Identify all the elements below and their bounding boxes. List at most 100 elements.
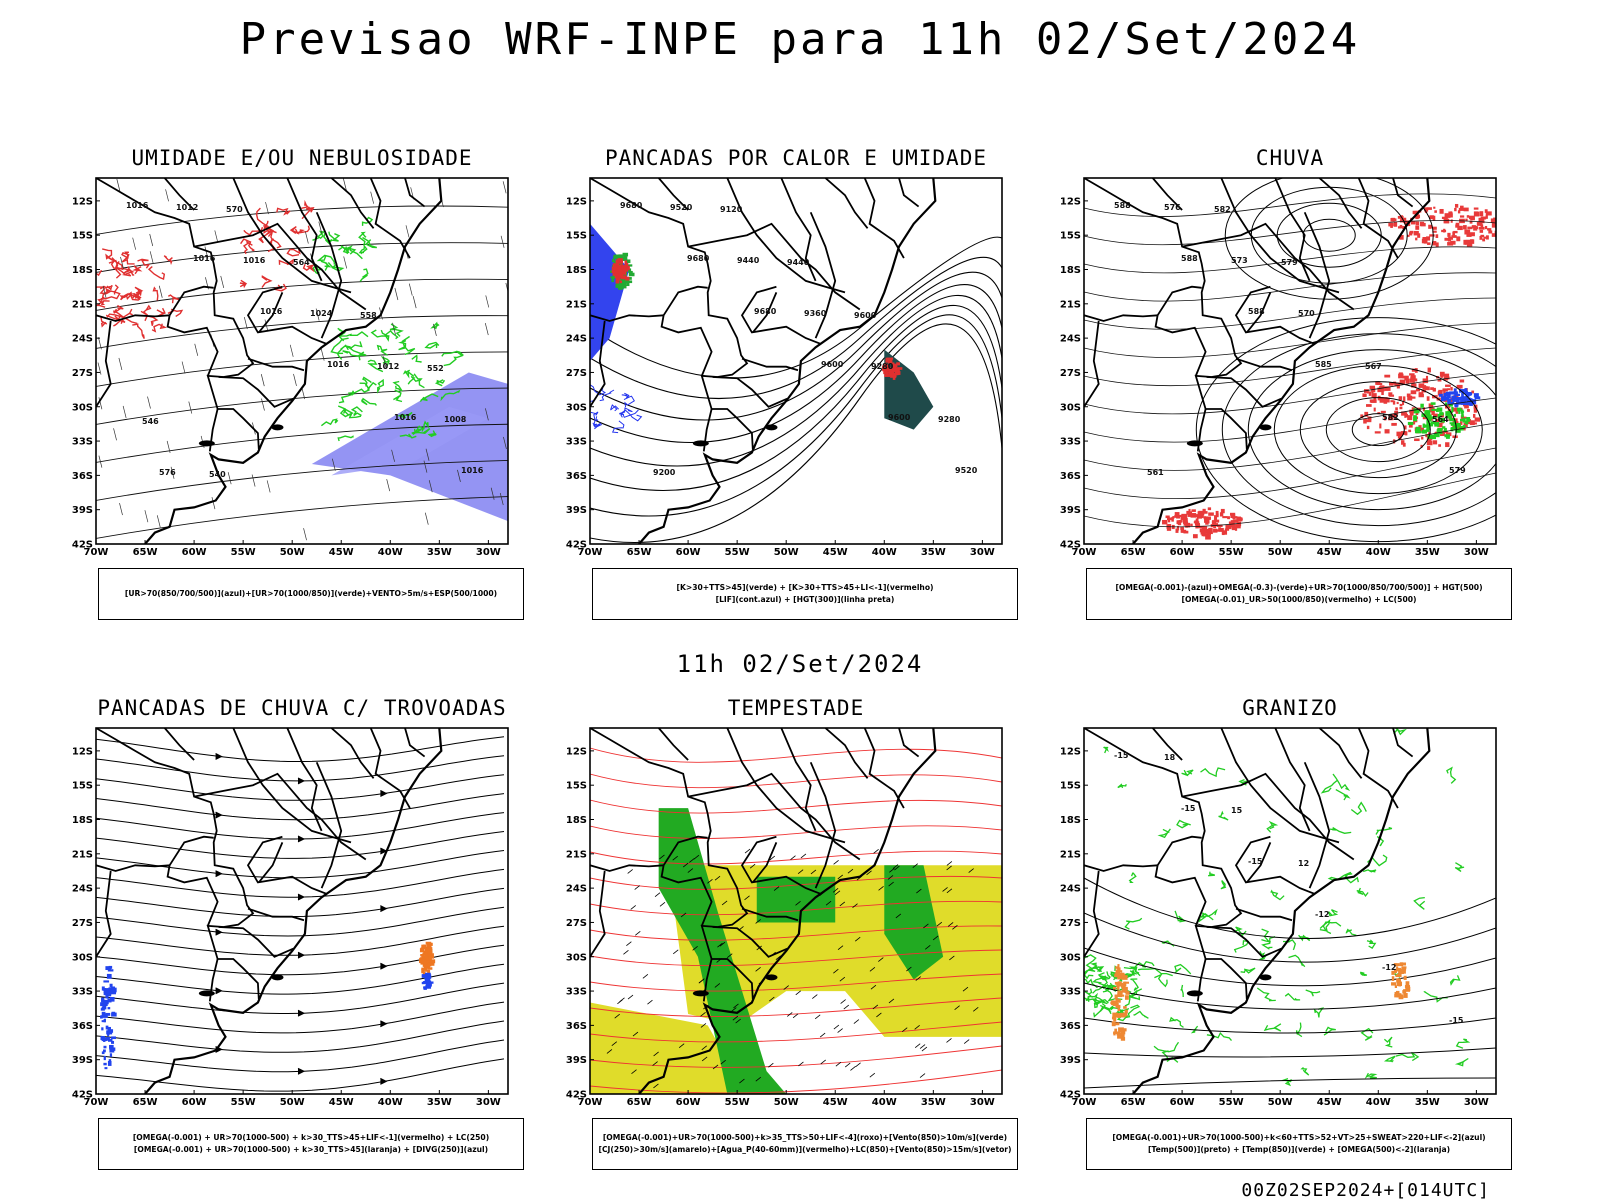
lat-tick-label: 21S [566,849,587,860]
rain-area-green [1407,421,1414,426]
humidity-contour-green [358,244,368,255]
rain-area-green [1421,413,1425,417]
lat-tick-label: 21S [1060,849,1081,860]
rain-area-red [1395,407,1398,411]
border-line [218,926,294,958]
wind-vector [149,251,154,264]
omega-area-orange [1122,988,1128,993]
lat-tick-label: 27S [566,918,587,929]
thunder-area-orange [421,969,425,974]
border-line [660,315,713,377]
border-line [824,728,869,779]
rain-area-red [1428,225,1433,229]
rain-area-blue [1445,391,1450,396]
lon-tick-label: 30W [970,1097,995,1108]
wind-vector [853,1019,860,1024]
thunder-area-orange [429,951,433,955]
wind-vector [744,848,751,854]
temp850-contour-green [1220,880,1227,890]
humidity-contour-green [342,245,350,255]
rain-area-red [1470,232,1475,237]
instability-green [610,276,617,279]
border-line [662,835,708,866]
legend-line: [UR>70(850/700/500)](azul)+[UR>70(1000/8… [124,589,498,598]
lif-contour-blue [599,389,615,402]
lif-contour-blue [620,409,639,418]
rain-area-red [1501,229,1507,234]
rain-area-red [1384,429,1390,434]
border-line [1084,314,1158,322]
rain-area-blue [1463,396,1468,400]
instability-green [627,264,633,267]
thickness-contour-red [263,220,275,235]
lat-tick-label: 15S [1060,781,1081,792]
lagoon [1259,974,1272,981]
lon-tick-label: 70W [84,547,109,558]
divergence-blue [426,980,432,984]
rain-area-red [1237,517,1243,522]
temp850-contour-green [1176,819,1191,829]
omega-area-orange [1122,986,1128,991]
wind-vector [800,853,807,859]
lat-tick-label: 36S [566,471,587,482]
thickness-contour-red [240,238,255,252]
contour-label: 570 [226,205,243,214]
rain-area-red [1456,384,1463,389]
thickness-contour-red [301,199,311,209]
instability-red [625,276,629,281]
rain-area-red [1498,220,1504,223]
rain-area-red [1406,393,1411,397]
border-line [658,178,689,211]
wind-vector [876,1012,882,1018]
lon-tick-label: 30W [970,547,995,558]
rain-area-red [1371,387,1376,393]
rain-area-red [1414,438,1420,442]
humidity-contour-green [340,331,369,338]
legend-line: [CJ(250)>30m/s](amarelo)+[Agua_P(40-60mm… [598,1145,1012,1154]
omega-area-orange [1394,985,1398,988]
border-line [193,222,367,311]
panel-tempestade: TEMPESTADE 12S 15S 18S 21S 24S 27S 30S 33S 36S 39… [566,696,1018,1176]
contour-label: 9120 [720,205,743,214]
instability-red [612,266,617,269]
lat-tick-label: 39S [566,505,587,516]
instability-red [617,265,622,270]
wind-vector [634,885,640,890]
streamline-arrow [215,870,223,878]
rain-area-red [1194,520,1198,524]
streamline-arrow [380,962,388,970]
thickness-contour-red [167,308,184,317]
contour-label: 1012 [377,362,399,371]
rain-area-red [1459,379,1465,383]
contour-label: 9520 [670,203,693,212]
rain-area-green [1453,414,1456,417]
rain-area-red [1433,413,1438,418]
contour-label: 1016 [394,413,417,422]
humidity-contour-green [344,341,363,349]
contour-label: 582 [1214,205,1231,214]
panel-title: TEMPESTADE [727,696,865,720]
streamline [1084,322,1496,358]
temp850-contour-green [1090,962,1102,973]
rain-area-red [1218,528,1224,532]
wind-vector [901,1027,908,1032]
rain-area-red [1402,442,1406,447]
jet-area-yellow [590,1002,747,1094]
lon-tick-label: 65W [133,1097,158,1108]
rain-area-red [1439,208,1444,214]
temp850-contour-green [1093,1006,1112,1018]
rain-area-red [1398,372,1403,375]
rain-area-red [1392,400,1396,405]
thunder-area-orange [424,959,427,965]
divergence-blue [100,1002,106,1007]
temp850-contour-green [1128,872,1137,883]
rain-area-red [1433,206,1436,209]
rain-area-red [1486,235,1489,240]
thunder-area-orange [420,962,424,965]
rain-area-red [1181,513,1187,519]
rain-area-red [1399,406,1403,410]
streamline-red [590,949,1002,967]
rain-area-red [1216,524,1223,528]
rain-area-red [1390,383,1394,386]
border-line [247,357,305,372]
